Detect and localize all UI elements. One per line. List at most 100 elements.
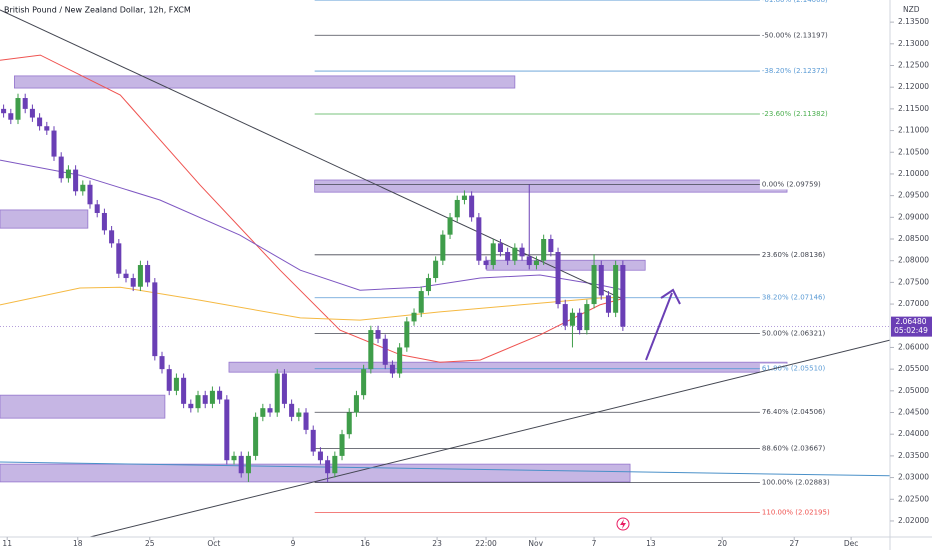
- candle-body: [202, 395, 208, 404]
- candle-body: [382, 338, 388, 365]
- x-tick-label: 23: [432, 539, 442, 548]
- y-tick-label: 2.12500: [898, 60, 929, 69]
- fib-level-label: 76.40% (2.04506): [762, 408, 826, 416]
- fib-label-bg: [759, 249, 820, 260]
- candle-body: [145, 265, 151, 283]
- candle-body: [65, 169, 71, 179]
- y-tick-label: 2.08000: [898, 256, 929, 265]
- y-tick-label: 2.07500: [898, 277, 929, 286]
- candle-body: [109, 230, 115, 244]
- candle-body: [454, 199, 460, 218]
- candle-body: [8, 113, 14, 120]
- candle-body: [591, 265, 597, 305]
- candle-body: [346, 412, 352, 435]
- y-tick-label: 2.09500: [898, 191, 929, 200]
- zone: [486, 259, 646, 271]
- candle-body: [15, 98, 21, 120]
- moving-average: [0, 54, 626, 363]
- candle-body: [490, 243, 496, 266]
- x-tick-label: Nov: [528, 539, 543, 548]
- fib-label-bg: [759, 363, 820, 374]
- candle-body: [469, 195, 475, 218]
- fib-level-label: -61.80% (2.14008): [762, 0, 828, 4]
- candle-body: [317, 451, 323, 461]
- candle-body: [44, 126, 50, 131]
- candle-body: [497, 243, 503, 253]
- y-tick-label: 2.05000: [898, 386, 929, 395]
- x-tick-label: 11: [2, 539, 12, 548]
- zone: [314, 179, 788, 193]
- candle-body: [58, 156, 64, 179]
- zone: [0, 209, 89, 229]
- y-tick-label: 2.13500: [898, 17, 929, 26]
- candle-body: [505, 252, 511, 261]
- y-tick-label: 2.09000: [898, 212, 929, 221]
- x-tick-label: 25: [145, 539, 155, 548]
- moving-average: [0, 286, 626, 321]
- candle-body: [260, 408, 266, 417]
- y-tick-label: 2.12000: [898, 82, 929, 91]
- zone: [14, 75, 516, 89]
- candle-body: [22, 98, 28, 109]
- candle-body: [188, 403, 194, 409]
- y-tick-label: 2.10000: [898, 169, 929, 178]
- candle-body: [253, 416, 259, 456]
- candle-body: [555, 252, 561, 305]
- candle-body: [289, 403, 295, 417]
- candle-body: [130, 278, 136, 287]
- candle-body: [87, 184, 93, 205]
- y-tick-label: 2.06000: [898, 342, 929, 351]
- candle-body: [274, 373, 280, 413]
- candle-body: [569, 312, 575, 326]
- candle-body: [353, 395, 359, 413]
- x-tick-label: 22:00: [475, 539, 497, 548]
- fib-label-bg: [759, 30, 820, 41]
- candle-body: [425, 278, 431, 292]
- candle-body: [152, 282, 158, 357]
- x-tick-label: 13: [646, 539, 656, 548]
- y-tick-label: 2.03000: [898, 473, 929, 482]
- fib-label-bg: [759, 328, 820, 339]
- fib-level-label: 100.00% (2.02883): [762, 479, 830, 487]
- fib-level-label: 110.00% (2.02195): [762, 508, 830, 516]
- candle-body: [73, 169, 79, 192]
- candle-body: [281, 373, 287, 404]
- candle-body: [519, 247, 525, 257]
- x-tick-label: 20: [717, 539, 727, 548]
- y-tick-label: 2.11000: [898, 126, 929, 135]
- candle-body: [245, 455, 251, 474]
- candle-body: [195, 395, 201, 409]
- candle-body: [296, 412, 302, 417]
- fib-label-bg: [759, 477, 820, 488]
- x-tick-label: Dec: [844, 539, 859, 548]
- candle-body: [447, 217, 453, 235]
- candle-body: [339, 434, 345, 456]
- arrow-annotation: [645, 288, 681, 361]
- candle-body: [173, 377, 179, 391]
- candle-body: [238, 455, 244, 474]
- chart-title: British Pound / New Zealand Dollar, 12h,…: [4, 6, 191, 15]
- candle-body: [209, 390, 215, 404]
- candle-body: [310, 429, 316, 452]
- y-tick-label: 2.04500: [898, 408, 929, 417]
- trend-line: [89, 339, 891, 538]
- last-price-box: [891, 316, 932, 337]
- candle-body: [101, 212, 107, 231]
- candle-body: [533, 260, 539, 266]
- fib-level-label: -50.00% (2.13197): [762, 31, 828, 39]
- fib-level-label: -38.20% (2.12372): [762, 67, 828, 75]
- zone: [0, 394, 166, 419]
- fib-label-bg: [759, 407, 820, 418]
- y-tick-label: 2.13000: [898, 39, 929, 48]
- candle-body: [375, 330, 381, 339]
- fib-level-label: 50.00% (2.06321): [762, 330, 826, 338]
- fib-level-label: 0.00% (2.09759): [762, 180, 821, 188]
- y-tick-label: 2.10500: [898, 147, 929, 156]
- event-icon-bolt: [620, 519, 626, 529]
- y-tick-label: 2.05500: [898, 364, 929, 373]
- y-tick-label: 2.07000: [898, 299, 929, 308]
- candle-body: [137, 265, 143, 287]
- plot-area: -61.80% (2.14008) -50.00% (2.13197) -38.20…: [0, 0, 891, 538]
- x-tick-label: Oct: [207, 539, 220, 548]
